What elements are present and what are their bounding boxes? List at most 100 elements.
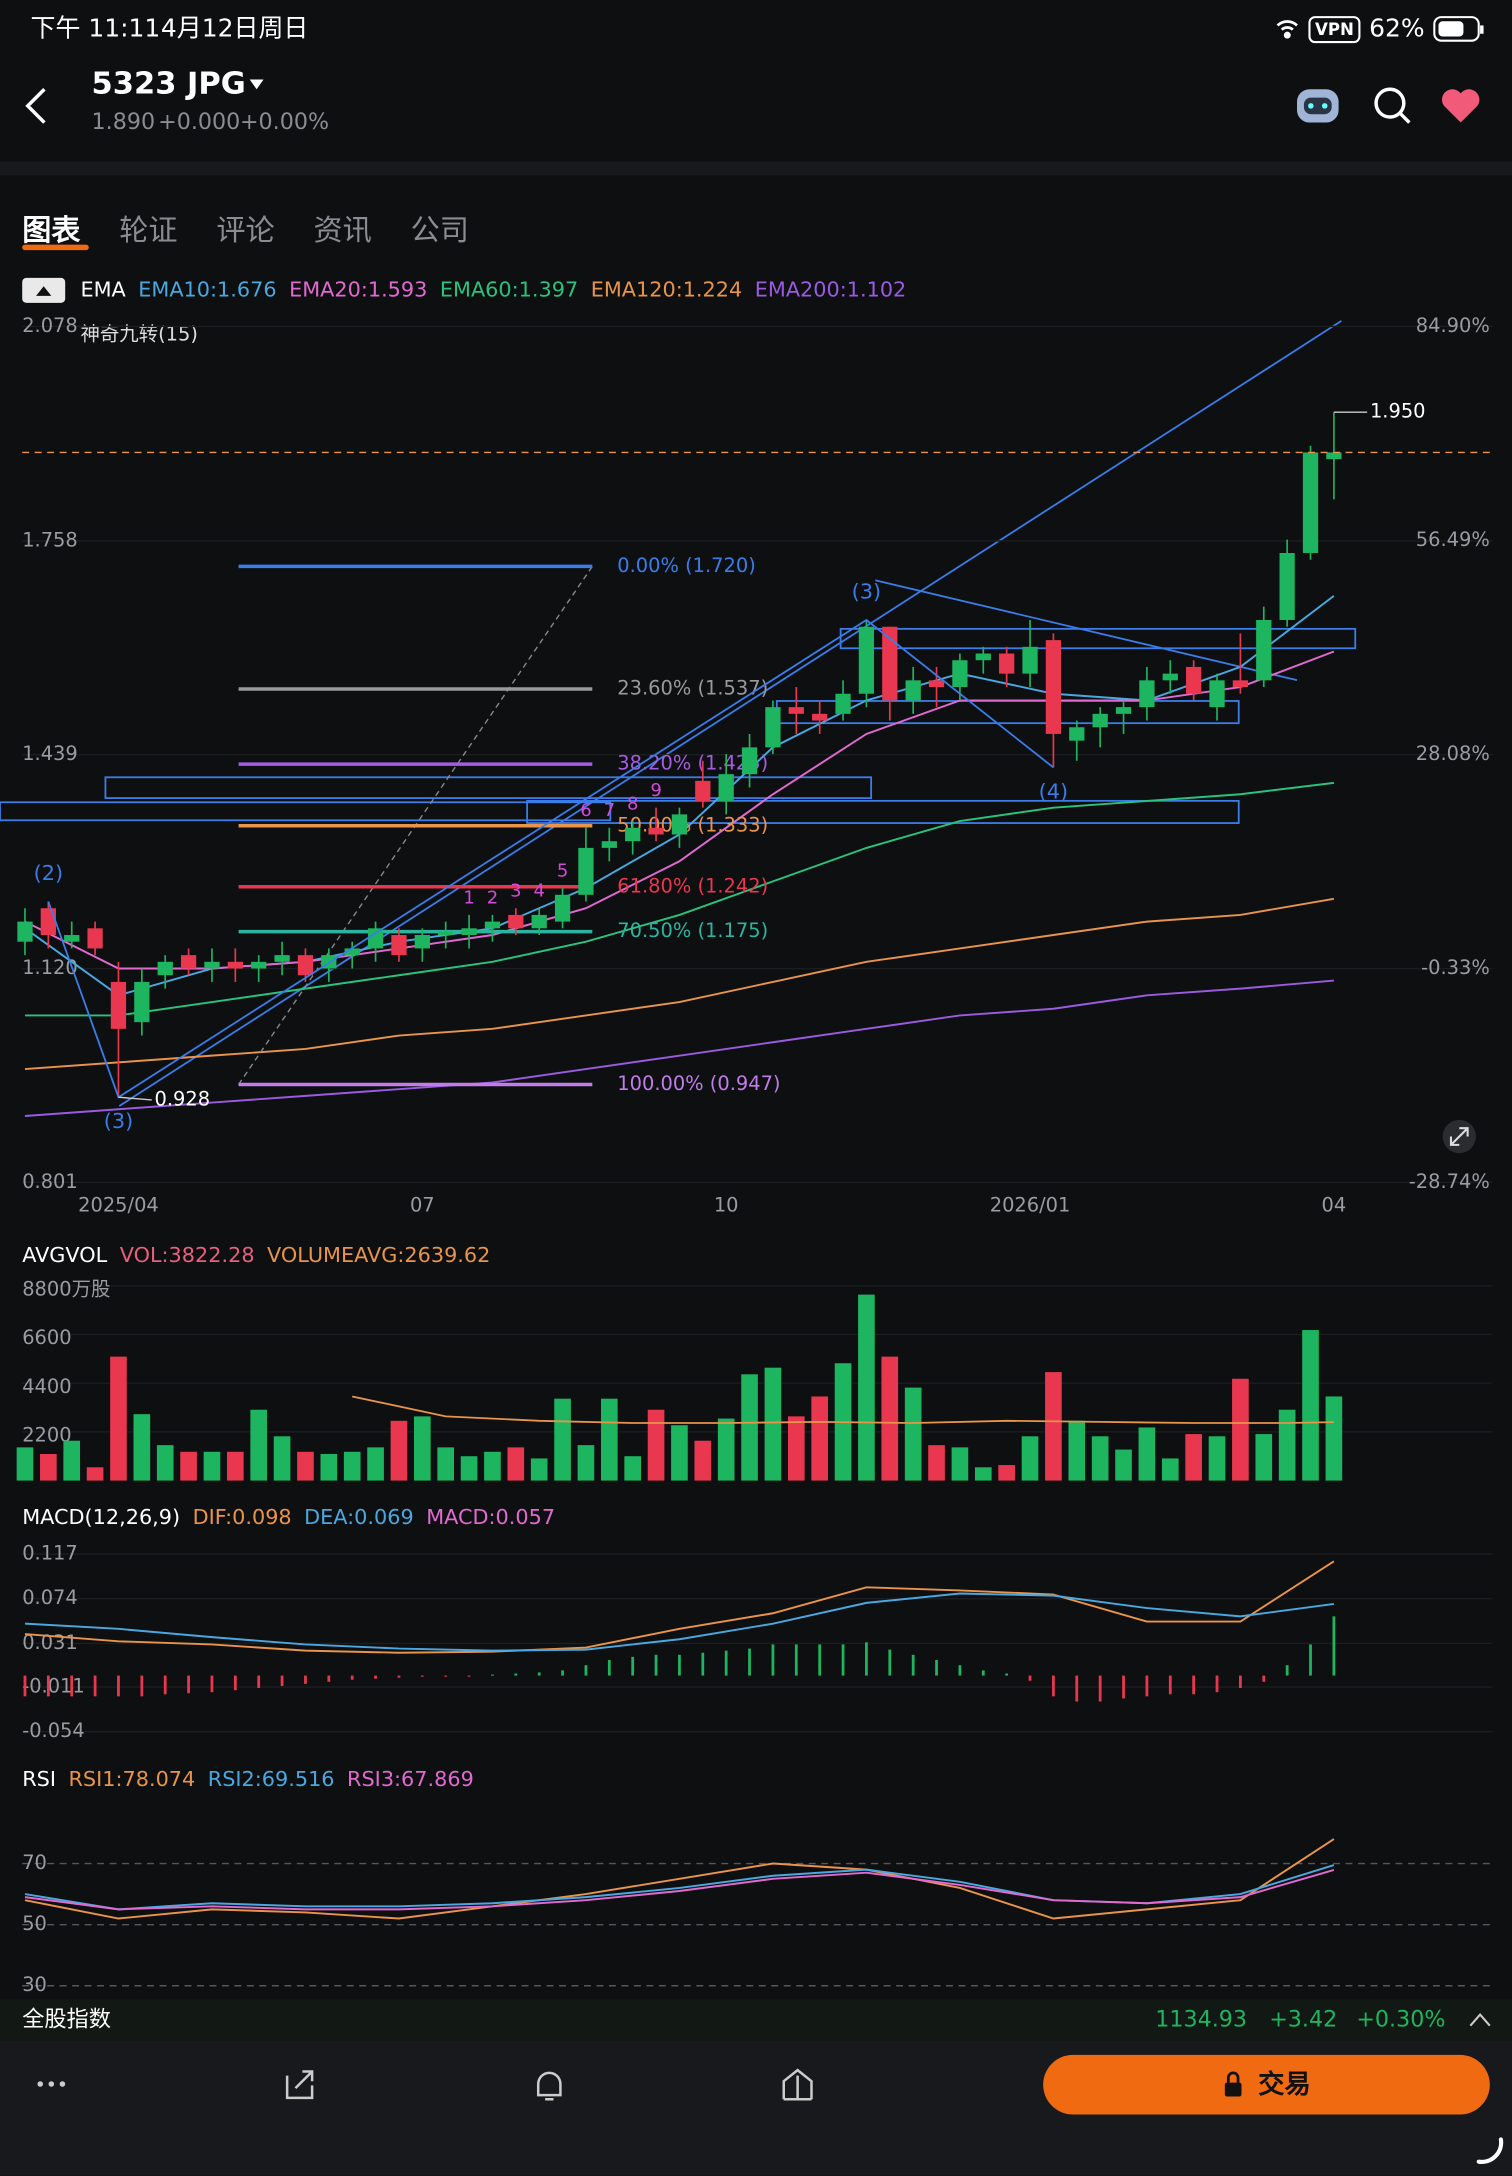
- macd-bar: [607, 1659, 611, 1676]
- tab[interactable]: 轮证: [119, 213, 177, 247]
- candle-body: [297, 955, 314, 976]
- volume-bar: [133, 1414, 151, 1481]
- index-expand[interactable]: [1469, 2013, 1491, 2027]
- index-change-pct: +0.30%: [1356, 2007, 1445, 2033]
- nine-turn-count: 2: [487, 887, 498, 908]
- ema-line: [24, 650, 1335, 970]
- candle-body: [414, 935, 430, 949]
- macd-bar: [327, 1675, 331, 1682]
- candle-body: [274, 955, 290, 962]
- macd-bar: [981, 1670, 985, 1676]
- y-tick-label: 6600: [22, 1326, 71, 1349]
- candle-body: [1069, 727, 1085, 741]
- collapse-arrow: [36, 286, 52, 296]
- robot-icon[interactable]: [1296, 89, 1339, 123]
- macd-bar: [304, 1675, 307, 1684]
- volume-bar: [904, 1387, 922, 1481]
- trend-line: [118, 320, 1342, 1107]
- candle-body: [508, 914, 524, 929]
- candle-body: [227, 961, 243, 969]
- legend-entry: EMA60:1.397: [440, 277, 578, 301]
- macd-bar: [140, 1675, 144, 1697]
- compare-button[interactable]: [782, 2068, 813, 2101]
- volume-bar: [40, 1454, 57, 1481]
- volume-bar: [1232, 1378, 1249, 1481]
- alert-button[interactable]: [536, 2071, 562, 2101]
- volume-bar: [1091, 1436, 1109, 1481]
- volume-bar: [180, 1451, 197, 1481]
- macd-line: [24, 1592, 1335, 1652]
- macd-bar: [794, 1644, 798, 1676]
- vpn-badge: [1308, 16, 1361, 44]
- volume-bar: [1302, 1330, 1319, 1481]
- tab[interactable]: 图表: [22, 213, 81, 247]
- y-tick-label: 0.117: [22, 1542, 78, 1565]
- y-tick-label: -0.054: [22, 1719, 85, 1742]
- battery-level: 62%: [1369, 14, 1424, 43]
- candle-body: [578, 847, 594, 895]
- volume-bar: [1255, 1434, 1273, 1481]
- candle-body: [1162, 673, 1178, 681]
- y2-tick-label: 28.08%: [1416, 742, 1490, 765]
- nine-turn-count: 7: [604, 800, 615, 821]
- volume-bar: [484, 1451, 501, 1481]
- volume-bar: [811, 1396, 828, 1481]
- macd-bar: [631, 1656, 635, 1676]
- candle-body: [391, 935, 407, 956]
- trade-label[interactable]: 交易: [1258, 2069, 1311, 2100]
- trade-button[interactable]: [1043, 2054, 1490, 2115]
- back-button[interactable]: [25, 88, 46, 124]
- macd-bar: [1122, 1675, 1125, 1699]
- candle-body: [1139, 680, 1155, 708]
- tab[interactable]: 评论: [216, 213, 274, 247]
- tab[interactable]: 资讯: [313, 213, 371, 247]
- y-tick-label: -0.011: [22, 1675, 85, 1698]
- macd-bar: [420, 1675, 424, 1677]
- candle-body: [438, 931, 454, 936]
- legend-entry: DEA:0.069: [304, 1505, 414, 1529]
- candle-body: [601, 841, 617, 848]
- macd-bar: [280, 1675, 284, 1686]
- volume-bar: [624, 1456, 642, 1481]
- volume-bar: [156, 1445, 174, 1481]
- y-tick-label: 2.078: [22, 314, 78, 337]
- indicator-subtitle: 神奇九转(15): [80, 322, 197, 345]
- volume-bar: [16, 1447, 34, 1481]
- volume-bar: [764, 1367, 782, 1481]
- index-name[interactable]: 全股指数: [22, 2007, 111, 2033]
- macd-bar: [771, 1644, 775, 1676]
- ema-line: [24, 781, 1335, 1017]
- tab[interactable]: 公司: [411, 213, 469, 247]
- volume-bar: [390, 1420, 408, 1481]
- candle-body: [718, 774, 734, 801]
- candle-body: [180, 955, 197, 969]
- candle-body: [1326, 452, 1342, 460]
- favorite-icon[interactable]: [1441, 89, 1480, 123]
- x-tick-label: 10: [714, 1193, 739, 1216]
- y2-tick-label: -28.74%: [1409, 1170, 1490, 1193]
- x-tick-label: 07: [410, 1193, 435, 1216]
- legend-entry: RSI1:78.074: [68, 1767, 195, 1791]
- nine-turn-count: 3: [510, 881, 521, 902]
- volume-bar: [227, 1451, 244, 1481]
- legend-entry: AVGVOL: [22, 1243, 107, 1267]
- macd-bar: [1332, 1616, 1336, 1676]
- volume-bar: [1021, 1436, 1039, 1481]
- symbol[interactable]: 5323 JPG: [92, 67, 246, 102]
- symbol-dropdown[interactable]: [249, 79, 264, 90]
- macd-bar: [1098, 1675, 1102, 1702]
- candle-body: [64, 935, 80, 942]
- volume-bar: [413, 1416, 431, 1481]
- macd-bar: [1028, 1675, 1032, 1681]
- legend-entry: VOLUMEAVG:2639.62: [267, 1243, 490, 1267]
- candle-body: [531, 914, 547, 929]
- share-button[interactable]: [285, 2070, 314, 2100]
- macd-bar: [187, 1675, 190, 1694]
- y-tick-label: 1.120: [22, 956, 78, 979]
- legend-entry: MACD:0.057: [426, 1505, 555, 1529]
- fib-label: 61.80% (1.242): [617, 874, 768, 897]
- search-icon[interactable]: [1374, 87, 1411, 124]
- more-button[interactable]: [37, 2081, 66, 2087]
- ema-line: [24, 897, 1335, 1071]
